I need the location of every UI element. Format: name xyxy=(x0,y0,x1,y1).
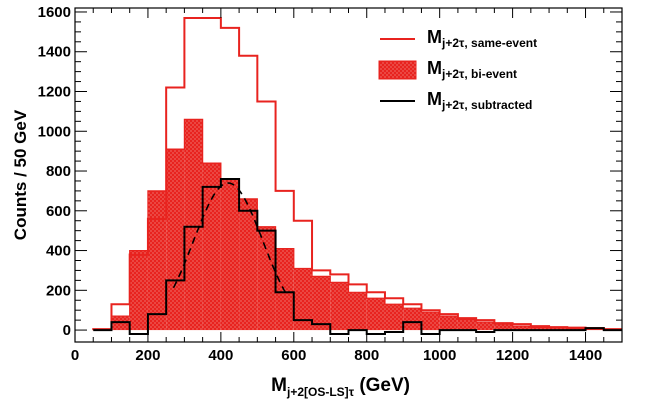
y-axis-title: Counts / 50 GeV xyxy=(11,109,30,240)
bi-event-bar xyxy=(220,178,240,331)
bi-event-bar xyxy=(147,190,167,331)
plot-clip-group xyxy=(92,16,622,336)
axis-titles: Counts / 50 GeV Mj+2[OS-LS]τ (GeV) xyxy=(11,109,410,399)
y-tick-label: 1000 xyxy=(38,123,71,140)
bi-event-bar xyxy=(439,316,458,331)
gaussian-fit-curve xyxy=(172,182,288,295)
legend-label: Mj+2τ, bi-event xyxy=(427,58,517,81)
bi-event-bar xyxy=(239,198,258,331)
bi-event-bar xyxy=(476,322,495,331)
bi-event-bar xyxy=(512,326,531,331)
x-title-sub: j+2[OS-LS] xyxy=(286,385,349,399)
legend-label: Mj+2τ, subtracted xyxy=(427,89,532,112)
bi-event-bar xyxy=(184,119,203,331)
legend-label-main: M xyxy=(427,27,442,47)
bi-event-bar xyxy=(403,308,422,331)
x-tick-label: 1400 xyxy=(569,347,602,364)
bi-event-bar xyxy=(348,292,367,331)
same-event-line xyxy=(92,16,622,331)
x-tick-label: 200 xyxy=(135,347,160,364)
legend-label-suffix: τ, subtracted xyxy=(459,98,532,112)
bi-event-bar xyxy=(312,276,331,331)
bi-event-bar xyxy=(166,149,185,331)
legend-label: Mj+2τ, same-event xyxy=(427,27,537,50)
legend-entry: Mj+2τ, subtracted xyxy=(380,89,532,112)
legend-label-sub: j+2 xyxy=(441,67,459,81)
bi-event-bar xyxy=(330,282,349,331)
bi-event-bar xyxy=(530,327,550,331)
y-tick-label: 200 xyxy=(46,282,71,299)
legend-entry: Mj+2τ, bi-event xyxy=(378,58,517,81)
bi-event-bar xyxy=(366,298,385,331)
legend-label-sub: j+2 xyxy=(441,98,459,112)
subtracted-line xyxy=(93,177,622,336)
bi-event-bar xyxy=(129,250,148,331)
bi-event-bar xyxy=(202,163,221,331)
bi-event-bar xyxy=(494,324,513,331)
x-tick-label: 0 xyxy=(71,347,79,364)
bi-event-bar xyxy=(257,226,276,331)
x-tick-label: 800 xyxy=(354,347,379,364)
y-tick-label: 800 xyxy=(46,163,71,180)
x-tick-label: 1000 xyxy=(423,347,456,364)
bi-event-bar xyxy=(275,248,294,331)
x-title-main: M xyxy=(271,375,287,396)
legend-label-main: M xyxy=(427,58,442,78)
plot-area xyxy=(92,16,622,336)
y-tick-label: 600 xyxy=(46,203,71,220)
legend-label-suffix: τ, same-event xyxy=(459,36,537,50)
legend-label-suffix: τ, bi-event xyxy=(459,67,517,81)
x-axis-title: Mj+2[OS-LS]τ (GeV) xyxy=(271,375,410,399)
y-tick-label: 1200 xyxy=(38,84,71,101)
y-tick-label: 1400 xyxy=(38,44,71,61)
legend-entry: Mj+2τ, same-event xyxy=(380,27,537,50)
legend-swatch-bi-event xyxy=(378,60,417,80)
x-tick-label: 1200 xyxy=(496,347,529,364)
bi-event-bar xyxy=(457,319,477,331)
x-tick-label: 400 xyxy=(208,347,233,364)
bi-event-bar xyxy=(293,268,313,331)
axes: 0 200 400 600 800 1000 1200 1400 0 200 400 600 800 10… xyxy=(38,4,623,364)
legend-label-sub: j+2 xyxy=(441,36,459,50)
y-tick-label: 1600 xyxy=(38,4,71,21)
bi-event-bar xyxy=(384,304,404,331)
y-tick-label: 0 xyxy=(63,322,71,339)
x-title-tau: τ xyxy=(349,385,355,399)
x-title-unit: (GeV) xyxy=(354,375,410,396)
bi-event-bar xyxy=(421,312,440,331)
x-tick-label: 600 xyxy=(281,347,306,364)
legend-label-main: M xyxy=(427,89,442,109)
y-tick-label: 400 xyxy=(46,243,71,260)
